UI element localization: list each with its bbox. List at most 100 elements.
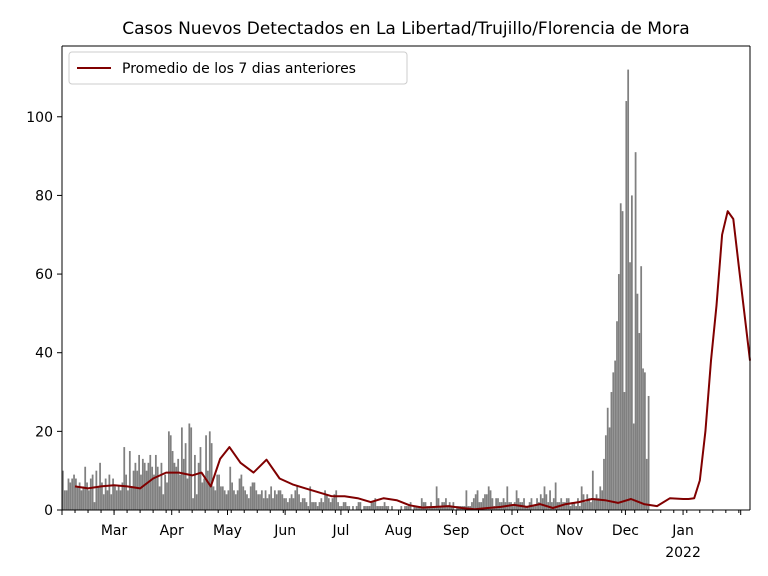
bar (62, 470, 64, 510)
bar (166, 482, 168, 510)
bar (342, 502, 345, 510)
bar (407, 506, 410, 510)
bar (158, 486, 161, 510)
bar (465, 490, 468, 510)
bar (580, 486, 583, 510)
bar (164, 474, 167, 510)
bar (551, 502, 553, 510)
bar (307, 506, 310, 510)
bar (588, 498, 590, 510)
bar (117, 486, 120, 510)
bar (277, 490, 280, 510)
bar (173, 462, 176, 510)
bar (530, 498, 533, 510)
bar (236, 490, 239, 510)
bar (370, 502, 373, 510)
bar (573, 502, 576, 510)
bar (197, 462, 200, 510)
bar (247, 498, 250, 510)
bar (136, 470, 139, 510)
bar (634, 152, 637, 510)
bar (645, 458, 648, 510)
bar (106, 490, 109, 510)
bar (249, 486, 252, 510)
bar (575, 506, 577, 510)
moving-average-line (74, 210, 751, 511)
bar (300, 502, 302, 510)
bar (582, 494, 585, 510)
bar (115, 490, 118, 510)
bar (480, 502, 483, 510)
bar-series (62, 69, 650, 511)
bar (227, 490, 230, 510)
bar (244, 490, 246, 510)
bar (413, 506, 416, 510)
bar (128, 451, 131, 510)
bar (346, 506, 349, 510)
bar (218, 474, 220, 510)
bar (482, 498, 485, 510)
bar (75, 478, 77, 510)
bar (251, 482, 254, 510)
bar (110, 494, 113, 510)
bar (337, 502, 339, 510)
bar (420, 498, 423, 510)
bar (450, 506, 453, 510)
bar (619, 203, 622, 510)
bar (391, 506, 393, 510)
bar (246, 494, 248, 510)
bar (160, 462, 163, 510)
bar (333, 494, 336, 510)
bar (445, 498, 447, 510)
x-tick-label: Dec (612, 523, 639, 539)
bar (301, 498, 304, 510)
bar (138, 454, 141, 510)
bar (149, 454, 152, 510)
bar (560, 498, 563, 510)
bar (435, 486, 438, 510)
bar (474, 494, 477, 510)
x-tick-label: Mar (101, 523, 128, 539)
bar (147, 462, 150, 510)
bar (532, 506, 535, 510)
bar (71, 478, 74, 510)
bar (383, 502, 386, 510)
bar (186, 478, 189, 510)
bar (506, 486, 509, 510)
bar (121, 482, 124, 510)
bar (597, 498, 600, 510)
bar (406, 506, 408, 510)
bar (281, 494, 284, 510)
bar (192, 498, 194, 510)
bar (194, 454, 196, 510)
bar (478, 502, 481, 510)
bar (153, 474, 155, 510)
bar (67, 478, 70, 510)
bar (203, 478, 206, 510)
bar (376, 506, 379, 510)
bar (201, 482, 204, 510)
bar (78, 482, 81, 510)
bar (69, 482, 72, 510)
bar (141, 458, 144, 510)
x-tick-label: Jul (331, 523, 349, 539)
bar (379, 506, 382, 510)
bar (154, 454, 157, 510)
bar (212, 486, 215, 510)
bar (502, 498, 505, 510)
bar (644, 372, 646, 510)
bar (112, 478, 114, 510)
bar (603, 458, 605, 510)
bar (584, 502, 587, 510)
axes: 0 20 40 60 80 100 Mar Apr May Jun Jul Aug Sep Oct Nov D… (26, 45, 751, 561)
bar (220, 486, 222, 510)
bar (368, 506, 371, 510)
bar (179, 474, 181, 510)
y-tick-label: 100 (26, 110, 53, 126)
bar (612, 372, 615, 510)
bar (340, 506, 343, 510)
bar (199, 447, 202, 510)
bar (264, 490, 267, 510)
bar (316, 506, 319, 510)
bar (162, 494, 165, 510)
